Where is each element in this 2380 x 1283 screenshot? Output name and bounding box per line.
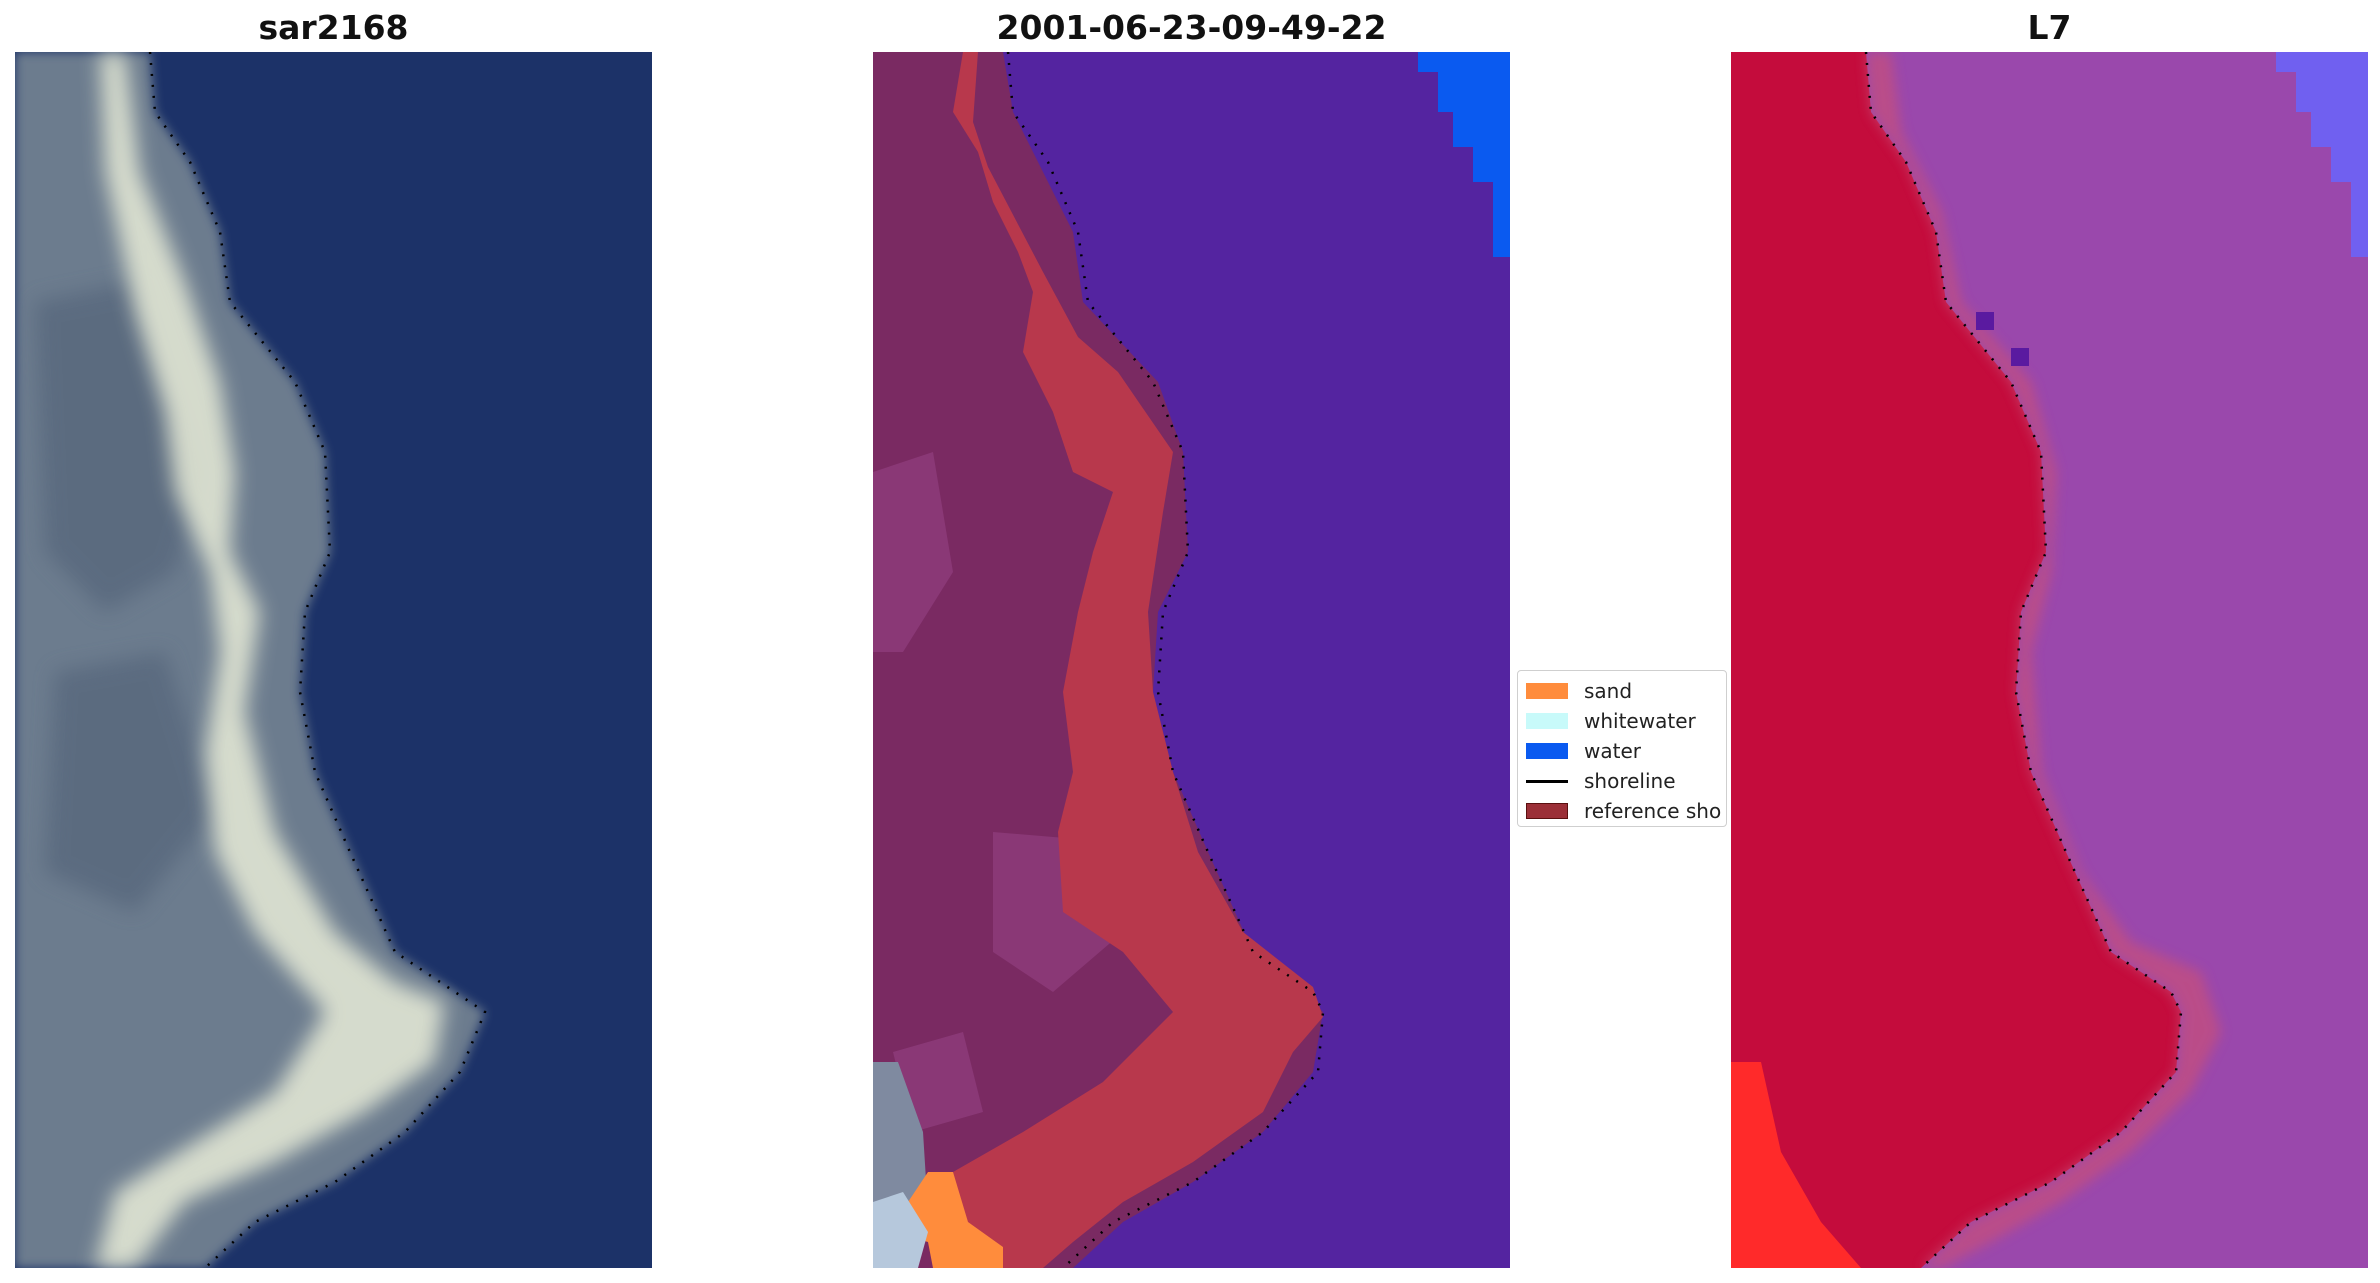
class-land-light <box>873 452 1123 1132</box>
l7-dark-pixel <box>1976 312 1994 330</box>
legend: sand whitewater water shoreline referenc… <box>1517 670 1727 827</box>
rgb-shoreline <box>148 52 487 1268</box>
class-shoreline <box>1006 52 1325 1268</box>
rgb-image-panel <box>15 52 652 1268</box>
legend-label-reference-shoreline: reference sho <box>1584 799 1722 823</box>
legend-swatch-water <box>1526 743 1568 759</box>
l7-open-water <box>2276 52 2368 257</box>
legend-swatch-reference-shoreline <box>1526 803 1568 819</box>
class-whitewater <box>873 1192 928 1268</box>
class-open-water <box>1418 52 1510 257</box>
panel-title-rgb: sar2168 <box>258 8 409 47</box>
legend-swatch-whitewater <box>1526 713 1568 729</box>
l7-bright-red <box>1731 1062 1861 1268</box>
l7-image-panel <box>1731 52 2368 1268</box>
class-reference-shoreline-band <box>948 52 1323 1268</box>
legend-label-sand: sand <box>1584 679 1633 703</box>
legend-swatch-sand <box>1526 683 1568 699</box>
l7-dark-pixel-2 <box>2011 348 2029 366</box>
legend-label-water: water <box>1584 739 1641 763</box>
legend-label-whitewater: whitewater <box>1584 709 1696 733</box>
panel-title-l7: L7 <box>2027 8 2072 47</box>
class-sand <box>893 1172 1003 1268</box>
classification-panel <box>873 52 1510 1268</box>
l7-land <box>1731 52 2181 1268</box>
legend-label-shoreline: shoreline <box>1584 769 1676 793</box>
panel-title-classification: 2001-06-23-09-49-22 <box>996 8 1387 47</box>
l7-transition <box>1866 52 2221 1268</box>
l7-shoreline <box>1864 52 2183 1268</box>
legend-swatch-shoreline <box>1526 780 1568 783</box>
rgb-surf <box>95 52 445 1268</box>
